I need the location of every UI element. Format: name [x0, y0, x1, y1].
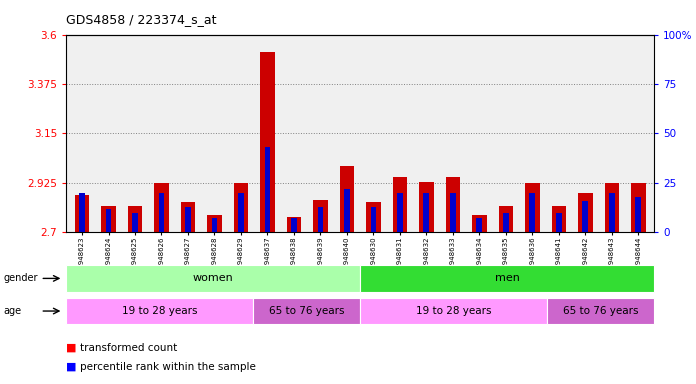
Text: percentile rank within the sample: percentile rank within the sample — [80, 362, 256, 372]
Text: ■: ■ — [66, 362, 77, 372]
Bar — [291, 218, 297, 232]
Text: age: age — [3, 306, 22, 316]
Bar — [260, 52, 275, 232]
Bar — [79, 193, 85, 232]
Bar — [472, 215, 487, 232]
Bar — [578, 193, 593, 232]
Bar — [419, 182, 434, 232]
Bar — [101, 206, 116, 232]
Text: 65 to 76 years: 65 to 76 years — [269, 306, 345, 316]
Bar — [366, 202, 381, 232]
Bar — [423, 193, 429, 232]
Bar — [605, 183, 619, 232]
Bar — [445, 177, 460, 232]
Bar — [552, 206, 566, 232]
Bar — [264, 147, 270, 232]
Bar — [370, 207, 377, 232]
Bar — [313, 200, 328, 232]
Bar — [340, 166, 354, 232]
Text: 19 to 28 years: 19 to 28 years — [122, 306, 198, 316]
Bar — [185, 207, 191, 232]
Text: transformed count: transformed count — [80, 343, 177, 353]
Bar — [132, 213, 138, 232]
Bar — [503, 213, 509, 232]
Bar — [397, 193, 403, 232]
Bar — [287, 217, 301, 232]
Bar — [631, 183, 646, 232]
Bar — [212, 218, 217, 232]
Bar — [450, 193, 456, 232]
Text: ■: ■ — [66, 343, 77, 353]
Bar — [477, 218, 482, 232]
Bar — [609, 193, 615, 232]
Text: GDS4858 / 223374_s_at: GDS4858 / 223374_s_at — [66, 13, 216, 26]
Bar — [635, 197, 641, 232]
Bar — [393, 177, 407, 232]
Bar — [207, 215, 222, 232]
Bar — [344, 189, 350, 232]
Bar — [583, 201, 588, 232]
Bar — [525, 183, 539, 232]
Bar — [106, 209, 111, 232]
Text: women: women — [193, 273, 234, 283]
Bar — [498, 206, 513, 232]
Bar — [155, 183, 168, 232]
Bar — [234, 183, 248, 232]
Bar — [181, 202, 196, 232]
Bar — [530, 193, 535, 232]
Bar — [127, 206, 142, 232]
Bar — [238, 193, 244, 232]
Text: 65 to 76 years: 65 to 76 years — [563, 306, 638, 316]
Text: men: men — [495, 273, 520, 283]
Bar — [556, 213, 562, 232]
Text: gender: gender — [3, 273, 38, 283]
Bar — [159, 193, 164, 232]
Bar — [317, 207, 324, 232]
Text: 19 to 28 years: 19 to 28 years — [416, 306, 491, 316]
Bar — [74, 195, 89, 232]
